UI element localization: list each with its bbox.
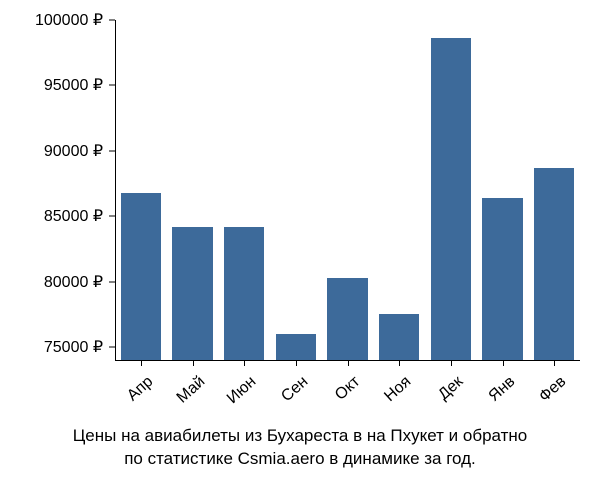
plot-area	[115, 20, 580, 360]
bar	[172, 227, 212, 360]
x-tick-mark	[348, 360, 349, 366]
bar	[276, 334, 316, 360]
caption-line-2: по статистике Csmia.aero в динамике за г…	[124, 449, 476, 468]
chart-caption: Цены на авиабилеты из Бухареста в на Пху…	[0, 425, 600, 471]
x-tick-label: Май	[173, 373, 208, 407]
y-tick-label: 95000 ₽	[44, 75, 103, 95]
bars-group	[115, 20, 580, 360]
x-tick-label: Апр	[124, 373, 157, 405]
y-tick-label: 100000 ₽	[35, 10, 103, 30]
bar	[327, 278, 367, 360]
caption-line-1: Цены на авиабилеты из Бухареста в на Пху…	[73, 426, 528, 445]
x-tick-mark	[193, 360, 194, 366]
y-axis: 75000 ₽80000 ₽85000 ₽90000 ₽95000 ₽10000…	[0, 20, 115, 360]
x-tick-label: Ноя	[382, 373, 416, 406]
x-tick-label: Дек	[435, 373, 467, 404]
x-tick-mark	[503, 360, 504, 366]
bar	[379, 314, 419, 360]
x-tick-mark	[244, 360, 245, 366]
x-tick-mark	[296, 360, 297, 366]
y-tick-label: 75000 ₽	[44, 337, 103, 357]
y-tick-label: 90000 ₽	[44, 141, 103, 161]
x-tick-mark	[451, 360, 452, 366]
x-tick-label: Июн	[224, 373, 260, 408]
bar	[121, 193, 161, 360]
x-tick-label: Фев	[536, 373, 570, 406]
bar	[482, 198, 522, 360]
bar	[224, 227, 264, 360]
bar	[431, 38, 471, 360]
chart-container: 75000 ₽ 80000 ₽ 85000 ₽ 90000 ₽ 95000 ₽ 10000…	[0, 0, 600, 500]
y-tick-label: 85000 ₽	[44, 206, 103, 226]
bar	[534, 168, 574, 360]
x-axis-labels: Апр Май Июн Сен Окт Ноя Дек Янв Фев	[115, 365, 580, 425]
y-tick-label: 80000 ₽	[44, 272, 103, 292]
x-tick-label: Сен	[278, 373, 312, 406]
x-tick-mark	[141, 360, 142, 366]
x-tick-label: Янв	[485, 373, 519, 406]
x-tick-mark	[554, 360, 555, 366]
x-tick-mark	[399, 360, 400, 366]
x-tick-label: Окт	[331, 373, 363, 404]
